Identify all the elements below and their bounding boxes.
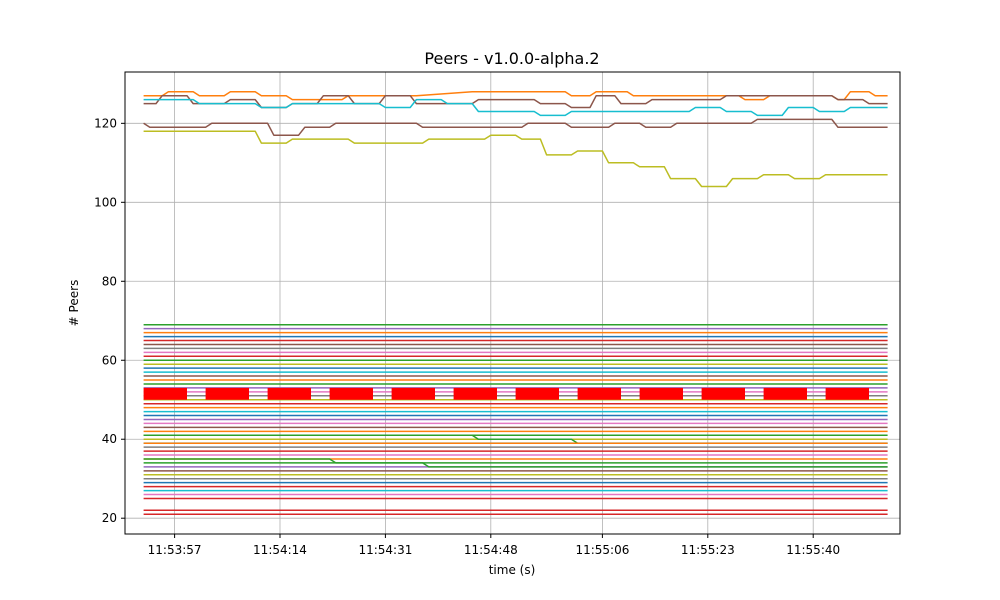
series-line [143, 118, 888, 136]
highlight-block [391, 387, 435, 400]
y-tick-label: 80 [102, 274, 117, 288]
x-axis-ticks: 11:53:57 11:54:14 11:54:31 11:54:48 11:55:06… [148, 534, 840, 557]
y-axis-label: # Peers [67, 280, 81, 327]
axes-frame [124, 71, 901, 535]
highlight-block [763, 387, 807, 400]
series-line [143, 458, 888, 468]
highlight-block [143, 387, 187, 400]
series-line [143, 98, 888, 117]
x-tick-label: 11:55:06 [575, 543, 629, 557]
highlight-block [453, 387, 497, 400]
x-tick-label: 11:54:14 [253, 543, 307, 557]
series-line [143, 94, 888, 109]
highlight-block [515, 387, 559, 400]
y-tick-label: 20 [102, 511, 117, 525]
x-tick-label: 11:55:40 [786, 543, 840, 557]
y-tick-label: 40 [102, 432, 117, 446]
plot-area [143, 90, 888, 516]
x-tick-label: 11:54:48 [464, 543, 518, 557]
x-tick-label: 11:53:57 [148, 543, 202, 557]
y-tick-label: 100 [94, 195, 117, 209]
x-axis-label: time (s) [489, 563, 536, 577]
x-tick-label: 11:55:23 [681, 543, 735, 557]
highlight-block [825, 387, 869, 400]
y-tick-label: 120 [94, 116, 117, 130]
highlight-block [205, 387, 249, 400]
x-tick-label: 11:54:31 [358, 543, 412, 557]
highlight-block [577, 387, 621, 400]
highlight-block [267, 387, 311, 400]
highlight-block [329, 387, 373, 400]
highlight-block [701, 387, 745, 400]
y-tick-label: 60 [102, 353, 117, 367]
series-line [143, 130, 888, 188]
highlight-block [639, 387, 683, 400]
chart-title: Peers - v1.0.0-alpha.2 [424, 49, 599, 68]
y-axis-ticks: 20 40 60 80 100 120 [94, 116, 125, 525]
